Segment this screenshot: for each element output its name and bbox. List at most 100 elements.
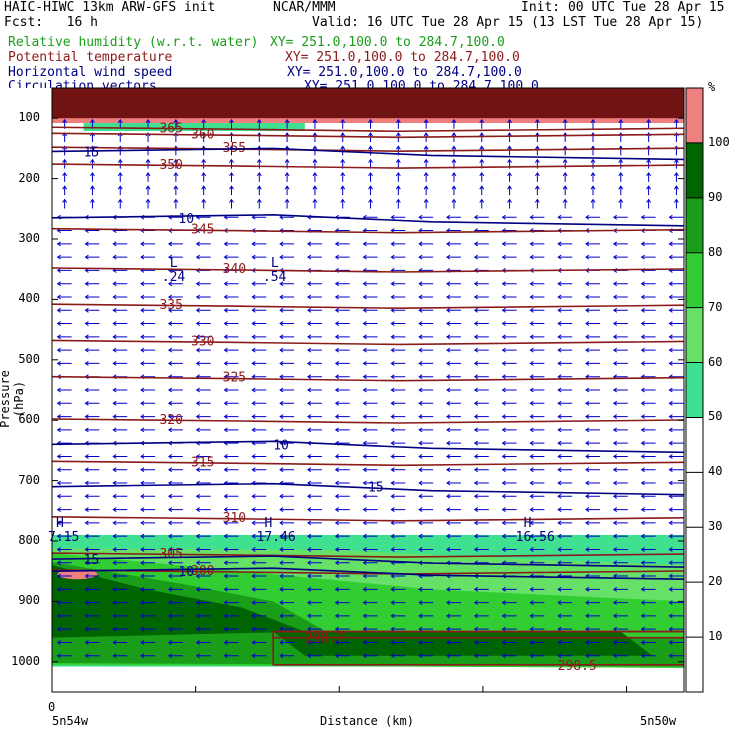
wind-vector bbox=[167, 400, 183, 406]
wind-vector bbox=[201, 185, 207, 196]
wind-vector bbox=[112, 254, 128, 260]
theta-contour bbox=[51, 569, 685, 575]
wind-vector bbox=[251, 427, 267, 433]
wind-vector bbox=[668, 640, 684, 645]
wind-vector bbox=[451, 132, 457, 143]
wind-vector bbox=[56, 547, 72, 552]
wind-vector bbox=[251, 640, 267, 645]
theta-contour-label: 350 bbox=[159, 158, 182, 173]
wind-speed-contour bbox=[51, 214, 685, 227]
wind-vector bbox=[473, 414, 489, 419]
wind-vector bbox=[362, 586, 378, 592]
wind-vector bbox=[307, 467, 322, 473]
wind-vector bbox=[223, 347, 239, 353]
wind-vector bbox=[334, 281, 350, 287]
wind-vector bbox=[529, 467, 545, 473]
wind-vector bbox=[557, 414, 573, 419]
wind-vector bbox=[612, 387, 628, 393]
wind-vector bbox=[646, 171, 652, 182]
wind-vector bbox=[334, 493, 350, 499]
wind-vector bbox=[279, 573, 295, 579]
wind-vector bbox=[640, 493, 656, 499]
wind-vector bbox=[340, 132, 346, 143]
wind-vector bbox=[223, 626, 239, 632]
wind-vector bbox=[362, 493, 378, 499]
wind-vector bbox=[668, 454, 684, 459]
wind-vector bbox=[640, 586, 656, 592]
colorbar-bin bbox=[686, 307, 703, 363]
wind-vector bbox=[195, 547, 211, 552]
wind-vector bbox=[84, 414, 100, 419]
wind-vector bbox=[173, 171, 179, 182]
wind-vector bbox=[529, 347, 545, 353]
wind-vector bbox=[56, 361, 72, 366]
theta-contour-label: 360 bbox=[191, 127, 214, 142]
field-label-vectors: Circulation vectors bbox=[8, 80, 157, 88]
wind-vector bbox=[473, 387, 489, 393]
wind-vector bbox=[529, 454, 545, 459]
wind-vector bbox=[140, 600, 156, 606]
extremum-mark: H bbox=[524, 516, 532, 531]
wind-vector bbox=[223, 640, 239, 645]
wind-vector bbox=[446, 281, 461, 287]
wind-vector bbox=[84, 520, 100, 526]
wind-vector bbox=[673, 158, 679, 169]
theta-contour bbox=[51, 267, 685, 273]
wind-vector bbox=[56, 480, 72, 486]
wind-vector bbox=[223, 586, 239, 592]
wind-vector bbox=[256, 198, 262, 209]
wind-vector bbox=[418, 374, 434, 380]
wind-vector bbox=[557, 214, 573, 220]
wind-vector bbox=[340, 185, 346, 196]
wind-vector bbox=[201, 118, 207, 129]
wind-vector bbox=[612, 507, 628, 513]
colorbar-frame bbox=[685, 87, 704, 693]
wind-vector bbox=[112, 414, 128, 419]
wind-vector bbox=[640, 560, 656, 566]
wind-vector bbox=[585, 653, 600, 659]
wind-vector bbox=[668, 653, 684, 659]
wind-vector bbox=[501, 613, 517, 619]
wind-vector bbox=[167, 347, 183, 353]
wind-vector bbox=[612, 281, 628, 287]
wind-vector bbox=[418, 440, 434, 446]
wind-vector bbox=[279, 454, 295, 459]
x-zero-tick: 0 bbox=[48, 700, 56, 714]
wind-vector bbox=[279, 600, 295, 606]
wind-vector bbox=[390, 480, 406, 486]
wind-vector bbox=[84, 321, 100, 326]
wind-vector bbox=[395, 198, 401, 209]
wind-vector bbox=[362, 560, 378, 566]
wind-vector bbox=[668, 334, 684, 340]
wind-vector bbox=[223, 307, 239, 313]
extremum-value: 17.46 bbox=[257, 530, 296, 545]
wind-vector bbox=[640, 454, 656, 459]
wind-vector bbox=[279, 281, 295, 287]
wind-vector bbox=[140, 281, 156, 287]
wind-vector bbox=[362, 414, 378, 419]
theta-contour-label: 315 bbox=[191, 455, 214, 470]
wind-vector bbox=[312, 118, 318, 129]
wind-vector bbox=[84, 467, 100, 473]
wind-vector bbox=[612, 493, 628, 499]
wind-vector bbox=[362, 600, 378, 606]
wind-vector bbox=[84, 334, 100, 340]
x-axis-label: Distance (km) bbox=[320, 714, 414, 728]
wind-vector bbox=[334, 294, 350, 300]
wind-vector bbox=[590, 185, 596, 196]
wind-vector bbox=[334, 467, 350, 473]
x-right-label: 5n50w bbox=[640, 714, 677, 728]
wind-vector bbox=[279, 294, 295, 300]
wind-vector bbox=[279, 361, 295, 366]
wind-vector bbox=[307, 653, 322, 659]
wind-vector bbox=[334, 573, 350, 579]
wind-vector bbox=[112, 626, 128, 632]
wind-vector bbox=[585, 387, 600, 393]
wind-vector bbox=[117, 198, 123, 209]
rh-top-dark bbox=[52, 88, 684, 119]
wind-vector bbox=[618, 145, 624, 156]
wind-vector bbox=[557, 626, 573, 632]
wind-vector bbox=[307, 307, 322, 313]
wind-vector bbox=[473, 547, 489, 552]
theta-contour-label: 310 bbox=[223, 511, 246, 526]
